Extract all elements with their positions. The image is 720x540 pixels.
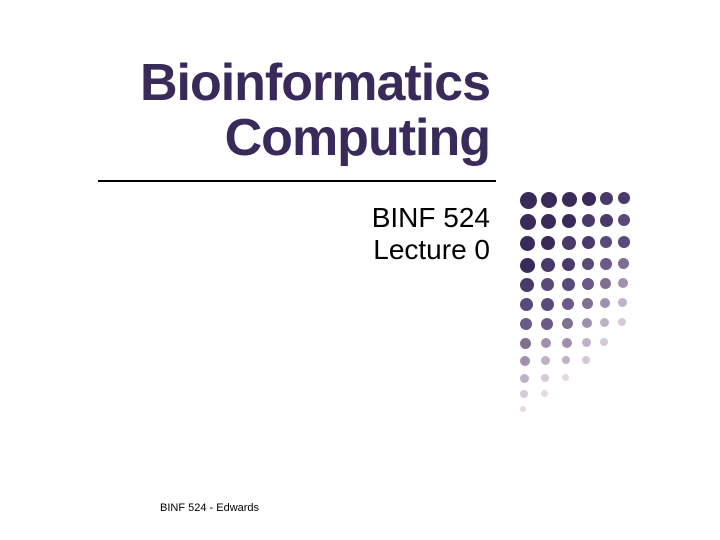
decor-dot (541, 318, 553, 330)
decor-dot (541, 374, 549, 382)
decor-dot (562, 318, 573, 329)
decor-dot (520, 338, 531, 349)
decor-dot (520, 236, 535, 251)
decor-dot (520, 406, 526, 412)
decor-dot (520, 318, 532, 330)
decor-dot (562, 356, 570, 364)
decor-dot (520, 374, 529, 383)
decor-dot (541, 258, 555, 272)
decor-dot (582, 236, 595, 249)
decor-dot (520, 356, 530, 366)
title-line2: Computing (100, 111, 490, 166)
decor-dot (618, 318, 626, 326)
decor-dot (541, 214, 556, 229)
decor-dot (520, 278, 534, 292)
decor-dot (600, 318, 609, 327)
decor-dot (600, 298, 610, 308)
decor-dot (600, 278, 611, 289)
decor-dot (520, 192, 537, 209)
decor-dot (582, 338, 591, 347)
decor-dot (541, 298, 554, 311)
decor-dot (618, 258, 629, 269)
decor-dot (582, 298, 593, 309)
decor-dot (562, 214, 576, 228)
decor-dot (600, 258, 612, 270)
decor-dot (562, 258, 575, 271)
decor-dot (541, 356, 550, 365)
title-divider (98, 180, 496, 182)
subtitle-line1: BINF 524 (100, 202, 490, 234)
decor-dot (582, 356, 590, 364)
decor-dot (562, 338, 572, 348)
decor-dot (618, 236, 630, 248)
decor-dot (562, 278, 575, 291)
decor-dot (541, 278, 554, 291)
decor-dot (520, 214, 536, 230)
footer-text: BINF 524 - Edwards (160, 502, 259, 514)
decor-dot (618, 214, 630, 226)
decor-dot (600, 338, 608, 346)
subtitle-line2: Lecture 0 (100, 234, 490, 266)
decor-dot (562, 192, 577, 207)
decor-dot (582, 214, 595, 227)
decor-dot (520, 258, 535, 273)
subtitle-block: BINF 524 Lecture 0 (100, 202, 490, 266)
decor-dot (562, 374, 569, 381)
decor-dot (541, 338, 551, 348)
decor-dot (541, 390, 548, 397)
decor-dot (541, 192, 557, 208)
decor-dot (520, 298, 533, 311)
decor-dot (618, 298, 627, 307)
decor-dot (582, 258, 594, 270)
title-block: Bioinformatics Computing (100, 56, 490, 165)
decor-dot (541, 236, 555, 250)
decor-dot (600, 236, 612, 248)
dot-grid-decor (520, 192, 700, 422)
decor-dot (600, 192, 613, 205)
decor-dot (582, 278, 594, 290)
title-line1: Bioinformatics (100, 56, 490, 111)
decor-dot (520, 390, 528, 398)
decor-dot (582, 318, 592, 328)
decor-dot (600, 214, 613, 227)
decor-dot (618, 192, 630, 204)
decor-dot (562, 298, 574, 310)
decor-dot (582, 192, 596, 206)
decor-dot (618, 278, 628, 288)
decor-dot (562, 236, 576, 250)
